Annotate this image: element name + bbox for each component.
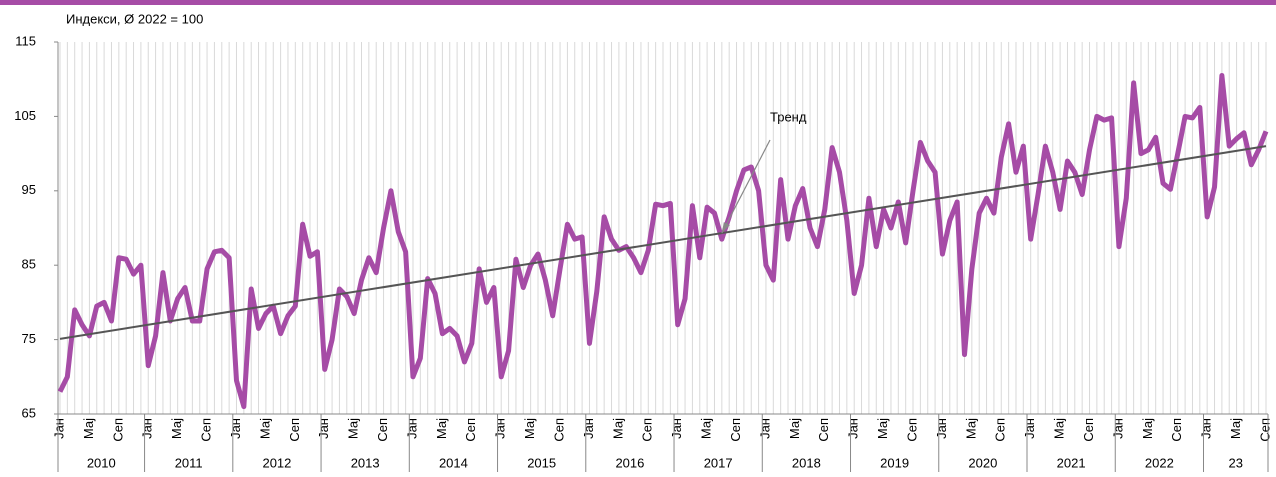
y-tick-label: 85 bbox=[22, 257, 36, 272]
x-tick-label: Јан bbox=[669, 418, 684, 439]
x-tick-label: Сеп bbox=[640, 418, 655, 442]
x-tick-label: Мај bbox=[169, 418, 184, 439]
annotation: Тренд bbox=[770, 109, 807, 124]
x-tick-label: Мај bbox=[610, 418, 625, 439]
x-tick-label: Јан bbox=[228, 418, 243, 439]
annotation-arrowhead bbox=[721, 222, 730, 234]
x-tick-label: Јан bbox=[1022, 418, 1037, 439]
x-tick-label: Јан bbox=[846, 418, 861, 439]
x-tick-label: Мај bbox=[699, 418, 714, 439]
annotation-arrow bbox=[721, 139, 771, 234]
x-tick-label: Сеп bbox=[1169, 418, 1184, 442]
y-tick-label: 105 bbox=[14, 108, 36, 123]
x-tick-label: Сеп bbox=[993, 418, 1008, 442]
year-label: 2021 bbox=[1057, 455, 1086, 470]
x-tick-label: Јан bbox=[934, 418, 949, 439]
top-bar bbox=[0, 0, 1276, 5]
y-tick-label: 115 bbox=[15, 33, 36, 48]
x-tick-label: Мај bbox=[346, 418, 361, 439]
data-line bbox=[57, 72, 1269, 410]
x-tick-label: Мај bbox=[522, 418, 537, 439]
year-label: 2014 bbox=[439, 455, 468, 470]
year-label: 2019 bbox=[880, 455, 909, 470]
x-tick-label: Јан bbox=[757, 418, 772, 439]
y-tick-label: 65 bbox=[22, 405, 36, 420]
year-label: 23 bbox=[1229, 455, 1243, 470]
x-tick-label: Јан bbox=[1110, 418, 1125, 439]
year-label: 2016 bbox=[615, 455, 644, 470]
x-tick-label: Сеп bbox=[816, 418, 831, 442]
x-tick-label: Сеп bbox=[904, 418, 919, 442]
y-tick-label: 95 bbox=[22, 182, 36, 197]
x-tick-label: Јан bbox=[404, 418, 419, 439]
x-tick-label: Мај bbox=[257, 418, 272, 439]
year-label: 2011 bbox=[175, 455, 203, 470]
y-tick-label: 75 bbox=[22, 331, 36, 346]
x-tick-label: Мај bbox=[434, 418, 449, 439]
x-tick-label: Мај bbox=[1228, 418, 1243, 439]
year-label: 2020 bbox=[968, 455, 997, 470]
x-tick-label: Мај bbox=[875, 418, 890, 439]
x-tick-label: Мај bbox=[1140, 418, 1155, 439]
x-tick-label: Мај bbox=[1052, 418, 1067, 439]
x-tick-label: Сеп bbox=[1081, 418, 1096, 442]
x-tick-label: Сеп bbox=[728, 418, 743, 442]
x-tick-label: Сеп bbox=[199, 418, 214, 442]
x-tick-label: Сеп bbox=[551, 418, 566, 442]
x-tick-label: Јан bbox=[1199, 418, 1214, 439]
x-tick-label: Јан bbox=[493, 418, 508, 439]
year-label: 2010 bbox=[87, 455, 116, 470]
x-tick-label: Мај bbox=[81, 418, 96, 439]
x-tick-label: Сеп bbox=[287, 418, 302, 442]
year-label: 2012 bbox=[262, 455, 291, 470]
x-tick-label: Јан bbox=[581, 418, 596, 439]
x-tick-label: Сеп bbox=[1257, 418, 1272, 442]
year-label: 2017 bbox=[704, 455, 733, 470]
x-tick-label: Јан bbox=[316, 418, 331, 439]
year-label: 2022 bbox=[1145, 455, 1174, 470]
trend-line bbox=[59, 145, 1267, 340]
x-tick-label: Јан bbox=[140, 418, 155, 439]
year-label: 2015 bbox=[527, 455, 556, 470]
year-label: 2013 bbox=[351, 455, 380, 470]
chart-title: Индекси, Ø 2022 = 100 bbox=[66, 11, 203, 26]
x-tick-label: Сеп bbox=[110, 418, 125, 442]
year-label: 2018 bbox=[792, 455, 821, 470]
x-tick-label: Мај bbox=[787, 418, 802, 439]
x-tick-label: Сеп bbox=[375, 418, 390, 442]
x-tick-label: Јан bbox=[51, 418, 66, 439]
x-tick-label: Мај bbox=[963, 418, 978, 439]
x-tick-label: Сеп bbox=[463, 418, 478, 442]
